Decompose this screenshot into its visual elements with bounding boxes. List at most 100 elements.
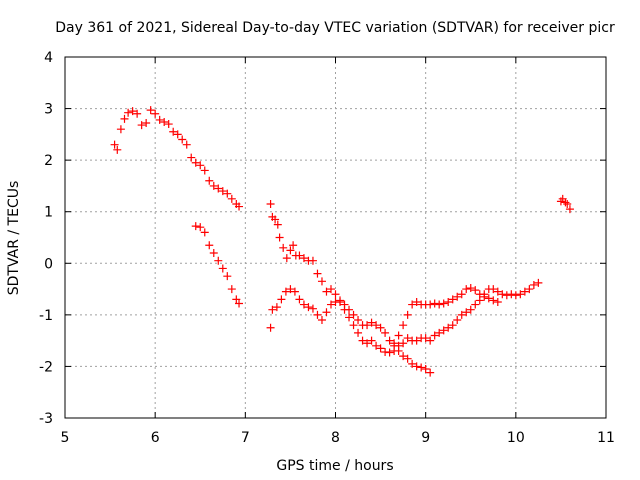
y-axis-label: SDTVAR / TECUs (6, 181, 22, 296)
data-point (435, 300, 444, 309)
data-point (457, 290, 466, 299)
y-tick-label: 0 (44, 256, 53, 272)
data-point (173, 130, 182, 139)
data-point (124, 108, 133, 117)
y-tick-label: -2 (39, 359, 53, 375)
data-point (113, 145, 122, 154)
data-point (268, 305, 277, 314)
data-point (200, 228, 209, 237)
data-point (345, 313, 354, 322)
data-point (412, 336, 421, 345)
data-point (146, 106, 155, 115)
data-point (457, 310, 466, 319)
data-point (223, 189, 232, 198)
series-track-e (390, 284, 502, 348)
data-point (133, 109, 142, 118)
data-point (462, 308, 471, 317)
data-point (266, 199, 275, 208)
series-track-d (266, 285, 435, 377)
data-point (169, 127, 178, 136)
data-point (412, 297, 421, 306)
data-point (295, 251, 304, 260)
x-tick-label: 11 (597, 430, 615, 446)
data-point (266, 323, 275, 332)
data-point (426, 300, 435, 309)
x-tick-label: 5 (61, 430, 70, 446)
data-point (281, 287, 290, 296)
data-point (271, 215, 280, 224)
data-point (489, 285, 498, 294)
data-point (376, 344, 385, 353)
data-point (399, 339, 408, 348)
data-point (403, 354, 412, 363)
x-tick-label: 10 (507, 430, 525, 446)
data-point (507, 290, 516, 299)
data-point (493, 297, 502, 306)
data-point (399, 321, 408, 330)
data-point (340, 300, 349, 309)
data-point (493, 287, 502, 296)
data-point (214, 184, 223, 193)
data-point (326, 300, 335, 309)
data-point (408, 300, 417, 309)
data-point (196, 161, 205, 170)
data-point (191, 222, 200, 231)
y-tick-label: -1 (39, 308, 53, 324)
y-tick-label: 3 (44, 102, 53, 118)
data-point (475, 290, 484, 299)
x-tick-label: 9 (421, 430, 430, 446)
data-point (295, 295, 304, 304)
data-point (322, 287, 331, 296)
data-point (453, 316, 462, 325)
data-point (349, 321, 358, 330)
data-point (466, 284, 475, 293)
data-point (502, 291, 511, 300)
data-point (313, 310, 322, 319)
data-point (322, 308, 331, 317)
data-point (426, 368, 435, 377)
data-point (408, 359, 417, 368)
data-point (142, 119, 151, 128)
data-point (137, 121, 146, 130)
data-point (516, 290, 525, 299)
data-point (345, 305, 354, 314)
data-point (128, 107, 137, 116)
data-point (120, 114, 129, 123)
data-point (439, 299, 448, 308)
data-point (394, 346, 403, 355)
data-point (331, 290, 340, 299)
data-points (110, 106, 574, 377)
data-point (385, 336, 394, 345)
data-point (191, 158, 200, 167)
data-point (480, 292, 489, 301)
data-point (363, 321, 372, 330)
data-point (426, 336, 435, 345)
data-point (453, 292, 462, 301)
axis-ticks: 5 6 7 8 9 10 11 -3 -2 -1 0 1 2 3 4 (39, 50, 615, 446)
data-point (326, 285, 335, 294)
data-point (525, 285, 534, 294)
data-point (430, 299, 439, 308)
data-point (227, 194, 236, 203)
data-point (331, 297, 340, 306)
data-point (376, 323, 385, 332)
data-point (403, 334, 412, 343)
data-point (390, 339, 399, 348)
data-point (498, 290, 507, 299)
series-track-f (556, 194, 574, 214)
data-point (563, 199, 572, 208)
data-point (367, 318, 376, 327)
data-point (403, 310, 412, 319)
data-point (317, 277, 326, 286)
data-point (462, 285, 471, 294)
data-point (367, 336, 376, 345)
data-point (272, 303, 281, 312)
data-point (421, 334, 430, 343)
x-tick-label: 8 (331, 430, 340, 446)
data-point (444, 323, 453, 332)
data-point (484, 294, 493, 303)
data-point (439, 326, 448, 335)
data-point (394, 331, 403, 340)
data-point (448, 295, 457, 304)
